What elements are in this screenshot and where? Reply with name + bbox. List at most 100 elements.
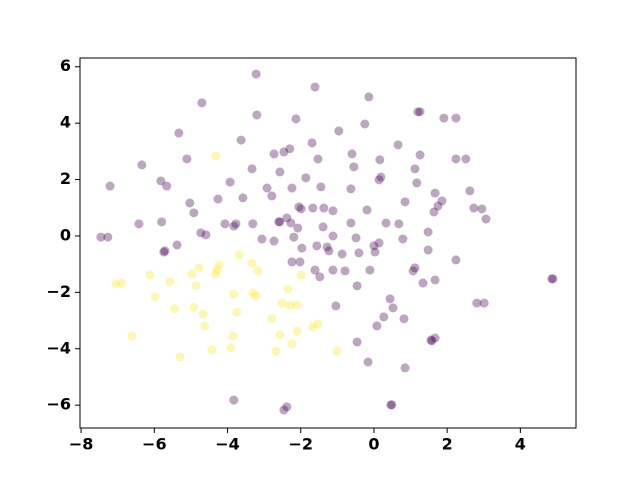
scatter-point bbox=[103, 232, 113, 242]
scatter-point bbox=[381, 218, 391, 228]
scatter-point bbox=[293, 223, 303, 233]
scatter-point bbox=[160, 246, 170, 256]
scatter-point bbox=[134, 219, 144, 229]
scatter-point bbox=[228, 331, 238, 341]
scatter-point bbox=[369, 241, 379, 251]
scatter-point bbox=[322, 242, 332, 252]
scatter-point bbox=[226, 343, 236, 353]
scatter-point bbox=[349, 162, 359, 172]
scatter-point bbox=[248, 219, 258, 229]
scatter-point bbox=[117, 278, 127, 288]
scatter-point bbox=[182, 154, 192, 164]
scatter-point bbox=[279, 405, 289, 415]
scatter-point bbox=[292, 300, 302, 310]
y-tick-label: 4 bbox=[60, 113, 71, 132]
scatter-point bbox=[214, 260, 224, 270]
scatter-point bbox=[229, 289, 239, 299]
x-tick-label: −6 bbox=[142, 435, 167, 454]
scatter-point bbox=[252, 110, 262, 120]
scatter-point bbox=[137, 160, 147, 170]
scatter-point bbox=[111, 279, 121, 289]
scatter-point bbox=[150, 292, 160, 302]
scatter-point bbox=[393, 140, 403, 150]
scatter-point bbox=[253, 266, 263, 276]
scatter-point bbox=[429, 207, 439, 217]
y-tick-label: 0 bbox=[60, 225, 71, 244]
scatter-point bbox=[410, 164, 420, 174]
scatter-point bbox=[285, 300, 295, 310]
scatter-point bbox=[310, 265, 320, 275]
x-tick-label: −2 bbox=[288, 435, 313, 454]
scatter-point bbox=[213, 194, 223, 204]
scatter-point bbox=[282, 402, 292, 412]
scatter-point bbox=[279, 147, 289, 157]
scatter-point bbox=[277, 298, 287, 308]
scatter-point bbox=[413, 107, 423, 117]
scatter-point bbox=[159, 247, 169, 257]
scatter-point bbox=[332, 346, 342, 356]
scatter-point bbox=[283, 284, 293, 294]
scatter-point bbox=[291, 114, 301, 124]
scatter-point bbox=[295, 257, 305, 267]
scatter-point bbox=[271, 346, 281, 356]
scatter-point bbox=[286, 218, 296, 228]
scatter-point bbox=[262, 183, 272, 193]
scatter-point bbox=[275, 167, 285, 177]
x-tick-label: −4 bbox=[215, 435, 240, 454]
y-tick-label: −2 bbox=[46, 282, 71, 301]
scatter-point bbox=[387, 400, 397, 410]
scatter-point bbox=[451, 255, 461, 265]
scatter-point bbox=[328, 231, 338, 241]
scatter-point bbox=[165, 277, 175, 287]
scatter-point bbox=[231, 219, 241, 229]
scatter-point bbox=[481, 214, 491, 224]
scatter-point bbox=[191, 281, 201, 291]
scatter-point bbox=[415, 107, 425, 117]
scatter-point bbox=[412, 178, 422, 188]
x-tick-label: 0 bbox=[368, 435, 379, 454]
scatter-point bbox=[479, 298, 489, 308]
scatter-point bbox=[318, 222, 328, 232]
scatter-point bbox=[354, 248, 364, 258]
scatter-point bbox=[247, 258, 257, 268]
scatter-point bbox=[232, 307, 242, 317]
scatter-point bbox=[301, 173, 311, 183]
scatter-point bbox=[275, 330, 285, 340]
scatter-point bbox=[308, 203, 318, 213]
scatter-point bbox=[472, 298, 482, 308]
scatter-point bbox=[423, 245, 433, 255]
scatter-point bbox=[225, 177, 235, 187]
scatter-point bbox=[548, 274, 558, 284]
scatter-point bbox=[157, 217, 167, 227]
scatter-point bbox=[451, 113, 461, 123]
scatter-point bbox=[375, 155, 385, 165]
scatter-point bbox=[469, 203, 479, 213]
scatter-point bbox=[267, 314, 277, 324]
scatter-point bbox=[324, 246, 334, 256]
x-tick-label: 2 bbox=[442, 435, 453, 454]
scatter-point bbox=[96, 232, 106, 242]
scatter-point bbox=[372, 321, 382, 331]
scatter-point bbox=[257, 234, 267, 244]
scatter-point bbox=[352, 337, 362, 347]
scatter-point bbox=[238, 193, 248, 203]
scatter-point bbox=[430, 333, 440, 343]
scatter-point bbox=[189, 208, 199, 218]
scatter-point bbox=[399, 314, 409, 324]
scatter-point bbox=[275, 217, 285, 227]
x-tick-label: 4 bbox=[515, 435, 526, 454]
scatter-point bbox=[282, 213, 292, 223]
scatter-point bbox=[316, 182, 326, 192]
scatter-point bbox=[461, 154, 471, 164]
scatter-point bbox=[127, 331, 137, 341]
scatter-point bbox=[328, 206, 338, 216]
scatter-point bbox=[430, 275, 440, 285]
scatter-point bbox=[370, 247, 380, 257]
scatter-point bbox=[248, 288, 258, 298]
scatter-point bbox=[247, 164, 257, 174]
x-tick-label: −8 bbox=[69, 435, 94, 454]
scatter-point bbox=[346, 218, 356, 228]
scatter-point bbox=[105, 181, 115, 191]
scatter-point bbox=[331, 301, 341, 311]
